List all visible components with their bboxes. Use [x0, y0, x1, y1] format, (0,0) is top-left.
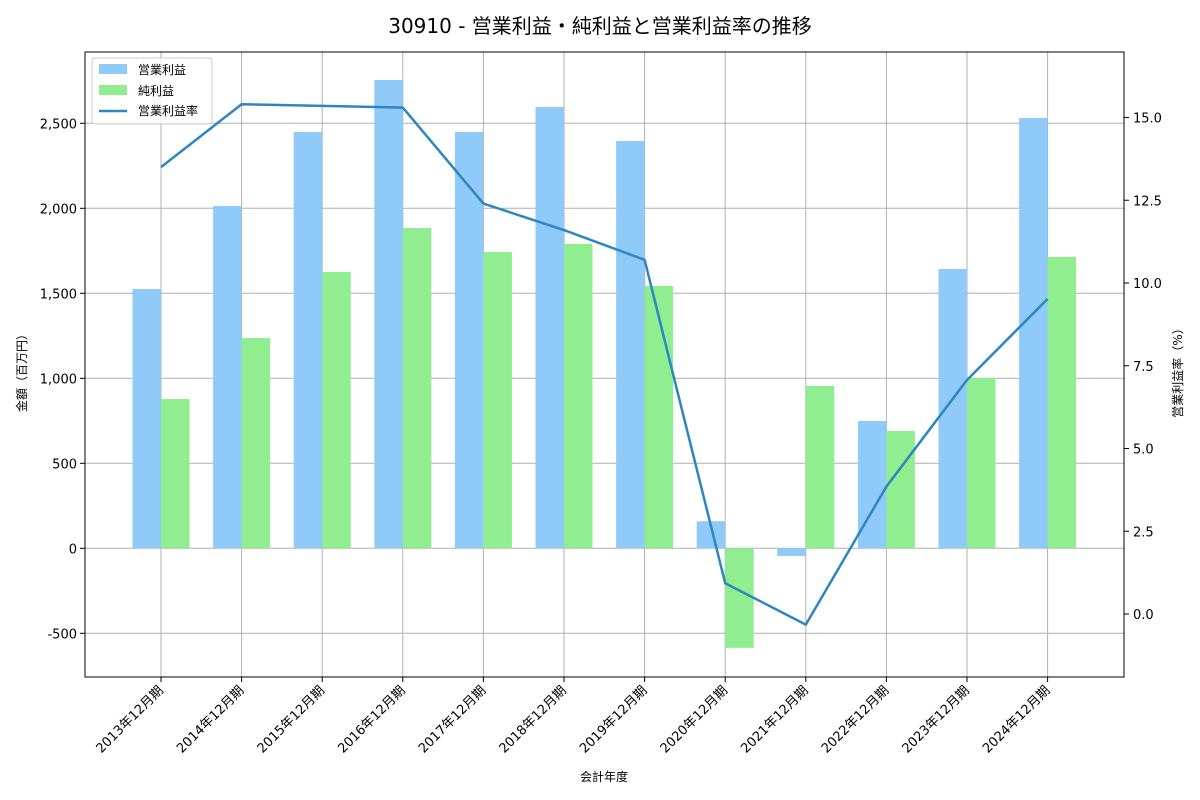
rate-line	[160, 103, 1049, 626]
bar-operating-profit	[132, 289, 161, 549]
chart-title: 30910 - 営業利益・純利益と営業利益率の推移	[388, 14, 812, 38]
y-right-tick-label: 5.0	[1133, 443, 1154, 458]
x-tick-label: 2020年12月期	[658, 683, 731, 756]
bars	[132, 79, 1077, 648]
bar-operating-profit	[1019, 118, 1048, 549]
x-axis-ticks: 2013年12月期 2014年12月期 2015年12月期 2016年12月期 2017…	[94, 677, 1053, 757]
bar-net-profit	[725, 548, 754, 648]
y-tick-label: 1,500	[40, 287, 77, 302]
bar-operating-profit	[454, 131, 484, 549]
y-tick-label: 0	[69, 542, 77, 557]
bar-operating-profit	[777, 548, 806, 556]
y-tick-label: 2,000	[40, 202, 77, 217]
legend: 営業利益 純利益 営業利益率	[91, 57, 213, 125]
bar-net-profit	[402, 228, 432, 549]
y-axis-right-ticks: 0.0 2.5 5.0 7.5 10.0 12.5 15.0	[1124, 112, 1162, 623]
plot-frame	[84, 51, 1125, 678]
y-tick-label: -500	[47, 627, 77, 642]
legend-label-margin: 営業利益率	[138, 103, 198, 118]
bar-operating-profit	[213, 206, 242, 549]
bar-net-profit	[1047, 256, 1077, 549]
y-tick-label: 1,000	[40, 372, 77, 387]
x-tick-label: 2021年12月期	[738, 683, 811, 756]
y-axis-label: 金額（百万円）	[14, 328, 29, 412]
bar-operating-profit	[616, 140, 645, 549]
y-tick-label: 2,500	[40, 117, 77, 132]
x-tick-label: 2022年12月期	[819, 683, 892, 756]
x-axis-label: 会計年度	[580, 769, 628, 784]
bar-operating-profit	[938, 268, 967, 549]
bar-net-profit	[322, 272, 351, 549]
bar-net-profit	[241, 338, 271, 549]
y-right-tick-label: 12.5	[1133, 194, 1162, 209]
legend-label-operating-profit: 営業利益	[138, 63, 186, 77]
y-right-tick-label: 7.5	[1133, 360, 1154, 375]
legend-swatch-operating-profit	[99, 64, 127, 74]
y-right-tick-label: 2.5	[1133, 525, 1154, 540]
bar-operating-profit	[374, 79, 403, 549]
y-right-tick-label: 0.0	[1133, 608, 1154, 623]
bar-net-profit	[967, 377, 996, 549]
bar-net-profit	[886, 431, 915, 549]
y-axis-right-label: 営業利益率（%）	[1170, 322, 1185, 417]
y-tick-label: 500	[52, 457, 77, 472]
bar-operating-profit	[293, 131, 323, 549]
x-tick-label: 2016年12月期	[335, 683, 408, 756]
x-tick-label: 2013年12月期	[94, 683, 167, 756]
bar-net-profit	[644, 285, 674, 549]
x-tick-label: 2018年12月期	[497, 683, 570, 756]
x-tick-label: 2015年12月期	[255, 683, 328, 756]
legend-swatch-net-profit	[99, 85, 127, 95]
x-tick-label: 2014年12月期	[174, 683, 247, 756]
x-tick-label: 2023年12月期	[900, 683, 973, 756]
legend-label-net-profit: 純利益	[138, 84, 174, 98]
bar-net-profit	[161, 399, 190, 549]
bar-net-profit	[564, 244, 593, 549]
x-tick-label: 2017年12月期	[416, 683, 489, 756]
y-right-tick-label: 10.0	[1133, 277, 1162, 292]
bar-net-profit	[483, 251, 512, 549]
y-right-tick-label: 15.0	[1133, 112, 1162, 127]
y-axis-ticks: -500 0 500 1,000 1,500 2,000 2,500	[40, 117, 85, 642]
bar-net-profit	[805, 385, 835, 549]
margin-line	[160, 103, 1049, 626]
x-tick-label: 2019年12月期	[577, 683, 650, 756]
bar-operating-profit	[535, 106, 564, 549]
x-tick-label: 2024年12月期	[980, 683, 1053, 756]
